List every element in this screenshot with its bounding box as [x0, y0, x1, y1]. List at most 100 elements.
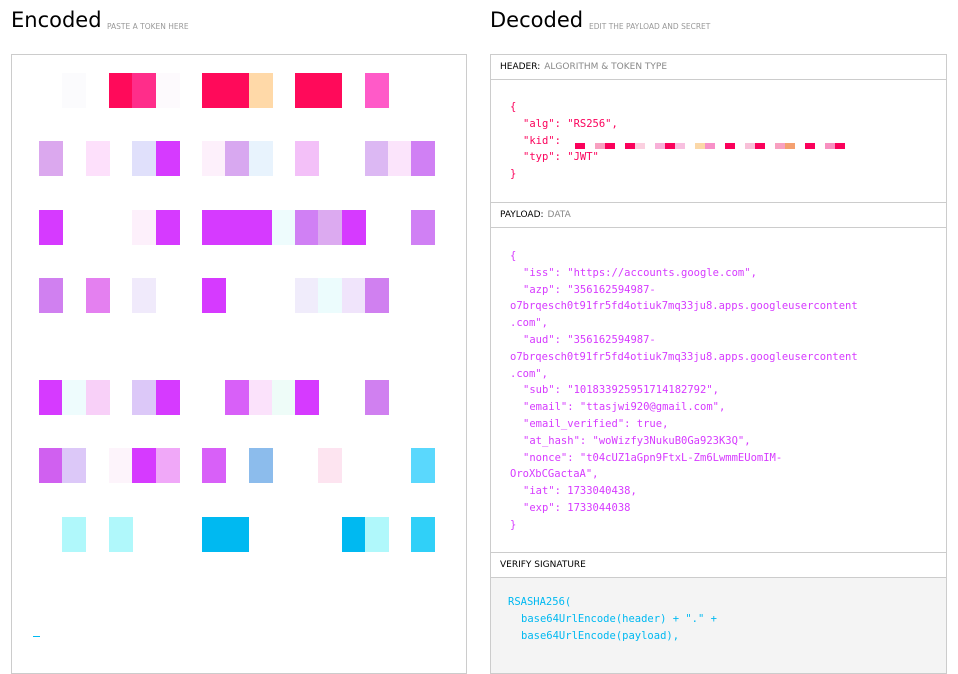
token-block: [62, 448, 86, 483]
token-block: [318, 73, 342, 108]
token-block: [272, 210, 296, 245]
code-line: "nonce": "t04cUZ1aGpn9FtxL-Zm6LwmmEUomIM…: [523, 451, 783, 464]
token-block: [342, 210, 366, 245]
code-line: "azp": "356162594987-: [523, 283, 656, 296]
token-block: [109, 517, 133, 552]
token-block: [365, 278, 389, 313]
token-block: [295, 73, 319, 108]
token-block: [202, 448, 226, 483]
cursor: [33, 636, 40, 637]
verify-label: VERIFY SIGNATURE: [500, 560, 586, 570]
token-block: [39, 141, 63, 176]
token-block: [411, 141, 435, 176]
token-block: [342, 278, 366, 313]
token-block: [86, 380, 110, 415]
payload-json[interactable]: { "iss": "https://accounts.google.com", "a…: [510, 248, 858, 534]
token-block: [249, 380, 273, 415]
verify-code[interactable]: RSASHA256( base64UrlEncode(header) + "." …: [508, 594, 717, 644]
token-block: [295, 210, 319, 245]
token-block: [39, 210, 63, 245]
verify-area: RSASHA256( base64UrlEncode(header) + "." …: [491, 578, 946, 673]
token-block: [202, 73, 226, 108]
token-block: [225, 517, 249, 552]
header-bar: HEADER: ALGORITHM & TOKEN TYPE: [491, 55, 946, 80]
token-block: [249, 210, 273, 245]
token-block: [39, 380, 63, 415]
payload-bar: PAYLOAD: DATA: [491, 202, 946, 228]
encoded-title: Encoded: [11, 8, 102, 32]
token-block: [62, 517, 86, 552]
encoded-token-input[interactable]: [11, 54, 467, 674]
code-line: "typ": "JWT": [523, 151, 599, 164]
token-block: [39, 278, 63, 313]
token-block: [388, 141, 412, 176]
code-line: "sub": "101833925951714182792",: [523, 384, 719, 397]
header-sublabel: ALGORITHM & TOKEN TYPE: [544, 62, 668, 72]
token-block: [156, 380, 180, 415]
token-block: [132, 448, 156, 483]
decoded-panel: HEADER: ALGORITHM & TOKEN TYPE {"alg": "…: [490, 54, 947, 674]
code-line: }: [510, 168, 517, 181]
token-block: [109, 73, 133, 108]
token-block: [109, 448, 133, 483]
token-block: [342, 517, 366, 552]
token-block: [39, 448, 63, 483]
token-block: [225, 141, 249, 176]
encoded-hint: PASTE A TOKEN HERE: [107, 22, 189, 31]
code-line: "exp": 1733044038: [523, 501, 631, 514]
code-line: OroXbCGactaA",: [510, 468, 599, 481]
code-line: RSASHA256(: [508, 596, 572, 608]
token-block: [225, 73, 249, 108]
token-block: [225, 210, 249, 245]
token-block: [272, 380, 296, 415]
verify-bar: VERIFY SIGNATURE: [491, 552, 946, 578]
token-block: [411, 517, 435, 552]
token-block: [156, 210, 180, 245]
code-line: }: [510, 518, 517, 531]
decoded-title: Decoded: [490, 8, 584, 32]
header-json[interactable]: {"alg": "RS256", "kid": "typ": "JWT"}: [510, 99, 846, 183]
token-block: [249, 73, 273, 108]
token-block: [225, 380, 249, 415]
token-block: [156, 73, 180, 108]
code-line: base64UrlEncode(header) + "." +: [521, 612, 717, 625]
redacted-kid: [575, 138, 846, 149]
code-line: "iat": 1733040438,: [523, 485, 637, 498]
token-block: [365, 141, 389, 176]
token-block: [62, 73, 86, 108]
code-line: "iss": "https://accounts.google.com",: [523, 266, 757, 279]
token-block: [86, 141, 110, 176]
token-block: [202, 210, 226, 245]
token-block: [295, 278, 319, 313]
token-block: [132, 210, 156, 245]
code-line: "email_verified": true,: [523, 417, 669, 430]
token-block: [249, 448, 273, 483]
code-line: "alg": "RS256",: [523, 117, 618, 130]
token-block: [411, 210, 435, 245]
code-line: {: [510, 250, 517, 262]
code-line: base64UrlEncode(payload),: [521, 629, 680, 642]
payload-sublabel: DATA: [547, 210, 571, 220]
token-block: [132, 278, 156, 313]
token-block: [86, 278, 110, 313]
token-block: [132, 380, 156, 415]
token-block: [249, 141, 273, 176]
token-block: [295, 380, 319, 415]
token-block: [156, 448, 180, 483]
decoded-hint: EDIT THE PAYLOAD AND SECRET: [589, 22, 711, 31]
token-block: [202, 141, 226, 176]
token-block: [411, 448, 435, 483]
payload-label: PAYLOAD:: [500, 210, 544, 220]
token-block: [156, 141, 180, 176]
token-block: [318, 210, 342, 245]
token-block: [202, 517, 226, 552]
token-block: [295, 141, 319, 176]
code-line: "aud": "356162594987-: [523, 333, 656, 346]
token-block: [132, 141, 156, 176]
code-line: o7brqesch0t91fr5fd4otiuk7mq33ju8.apps.go…: [510, 350, 858, 363]
token-block: [318, 448, 342, 483]
token-block: [62, 380, 86, 415]
code-line: .com",: [510, 367, 548, 380]
token-block: [318, 278, 342, 313]
token-block: [132, 73, 156, 108]
